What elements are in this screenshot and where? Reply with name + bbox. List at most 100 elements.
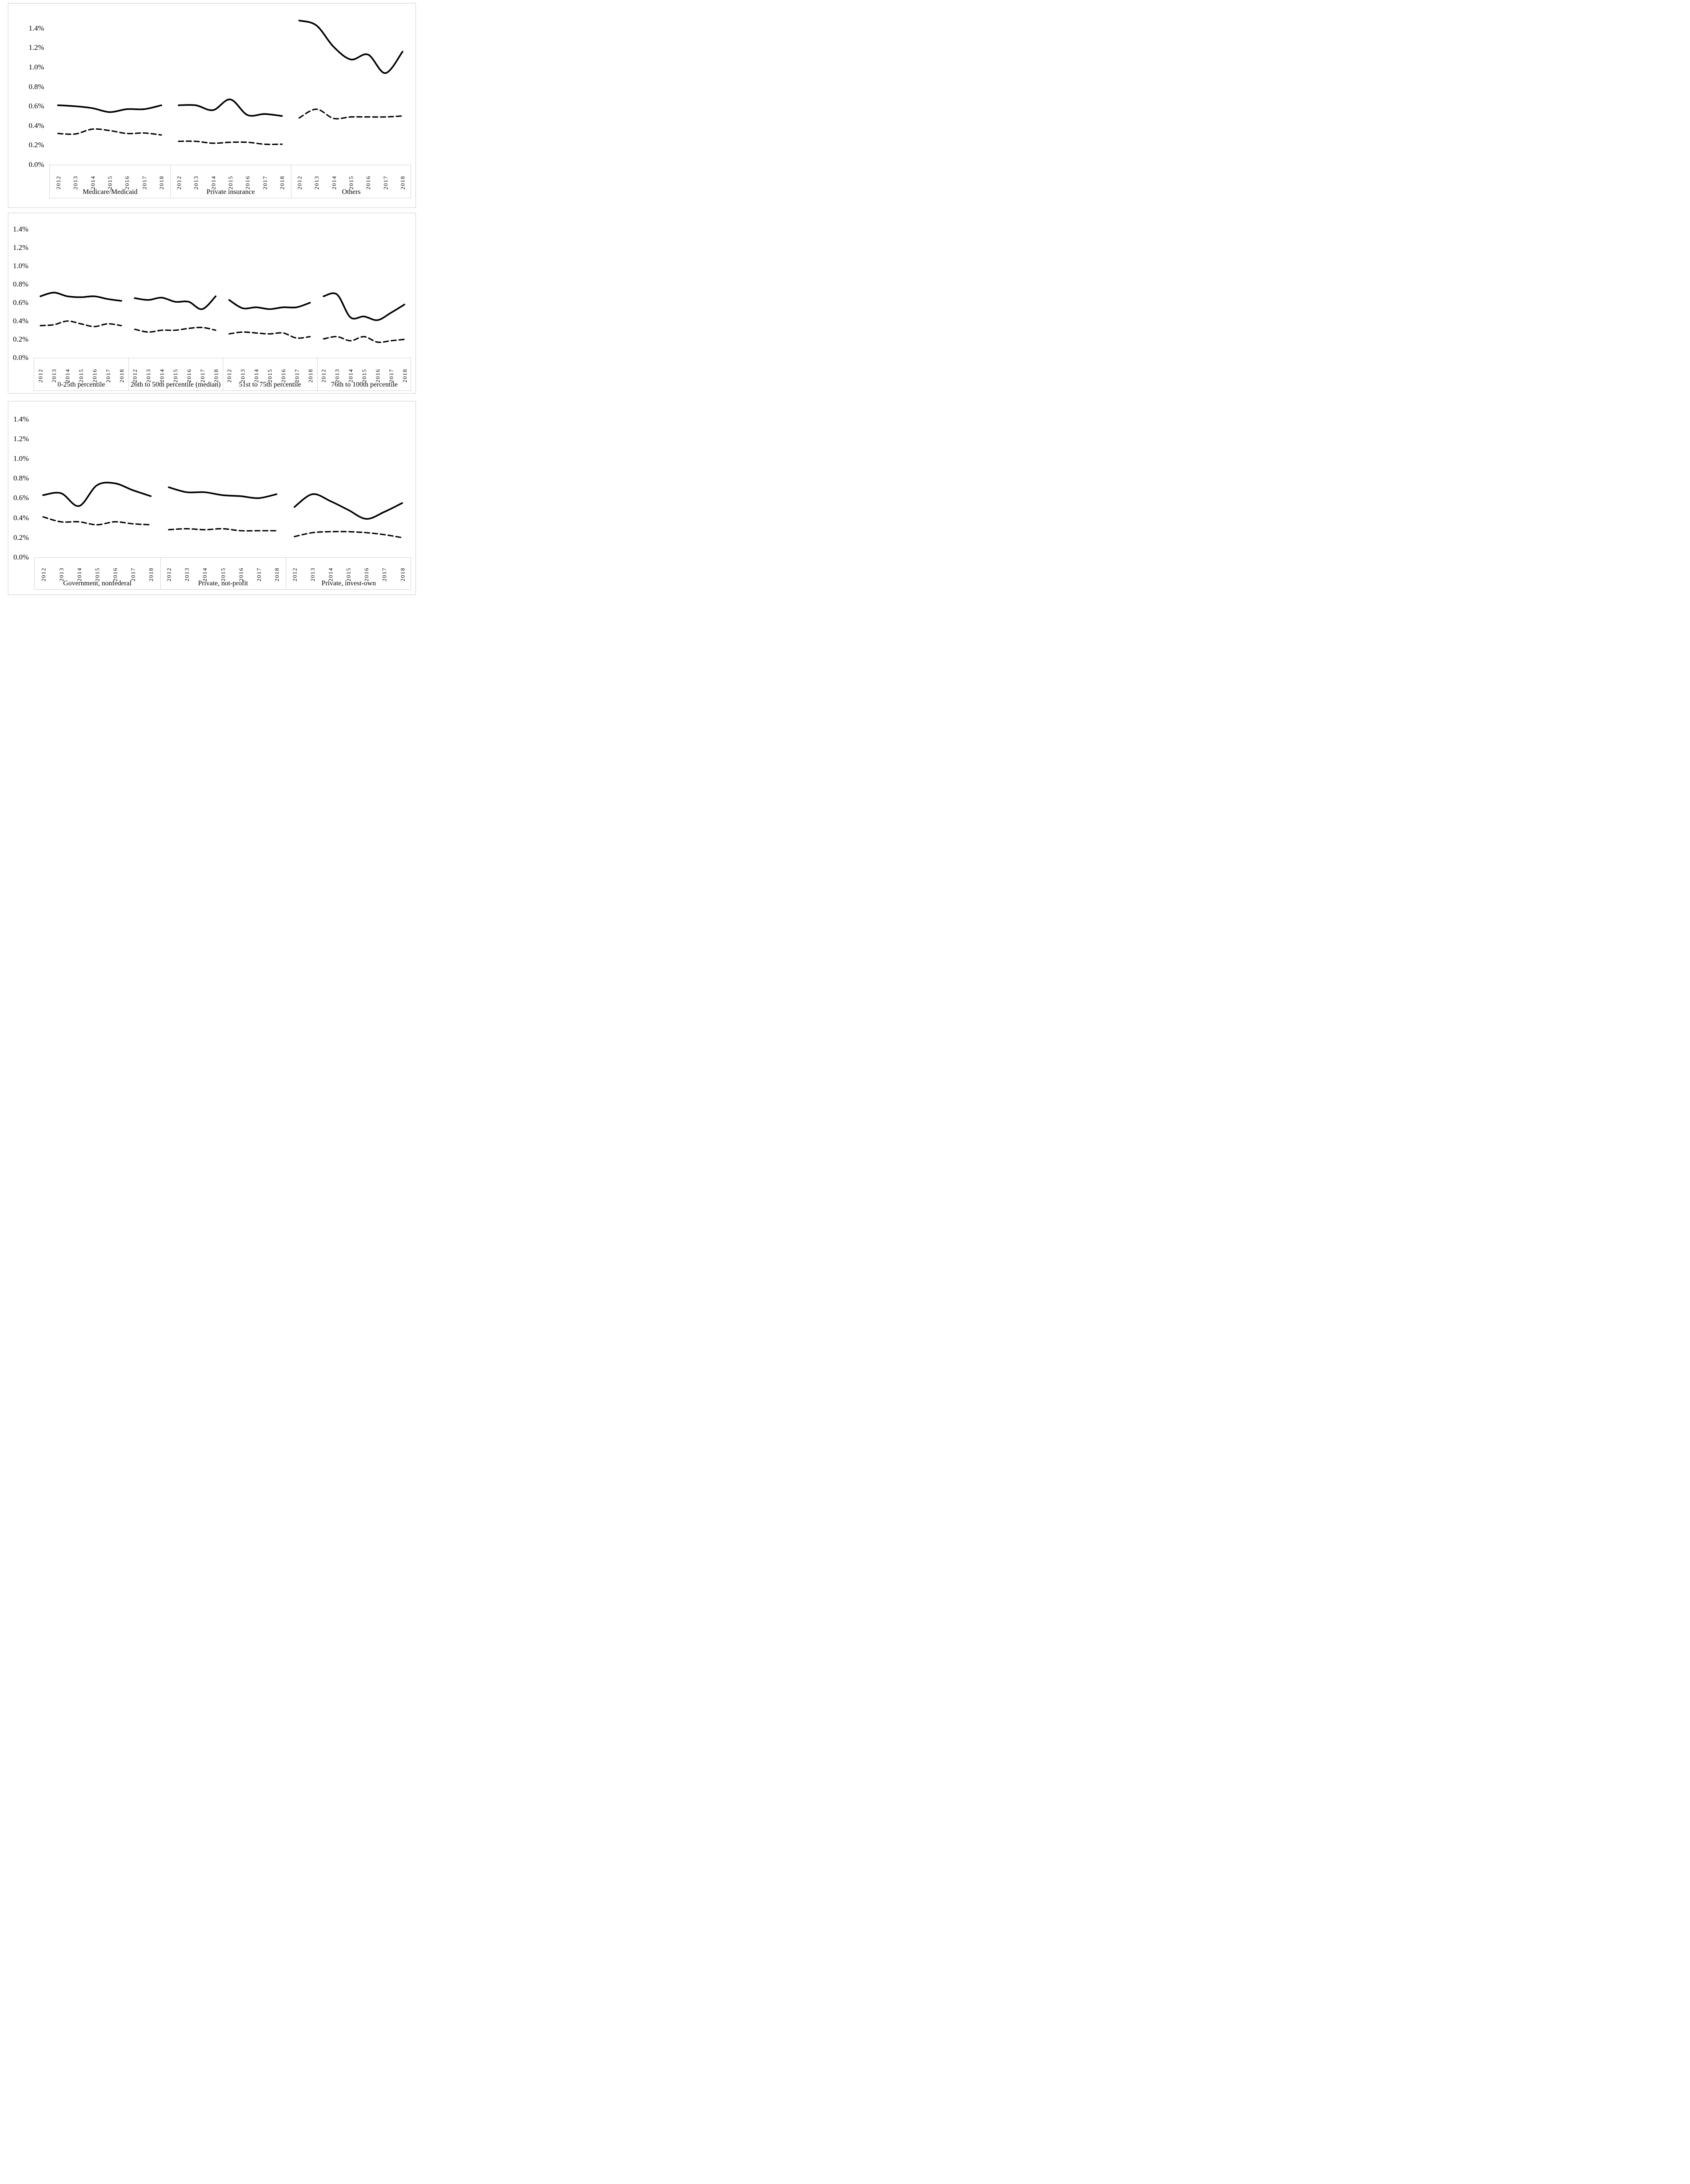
y-axis-tick-label: 0.6%: [28, 102, 44, 111]
year-tick-label: 2015: [78, 369, 84, 383]
year-tick-label: 2012: [320, 369, 327, 383]
category-axis-box: 2012 2013 2014 2015 2016 2017 2018 Government, …: [34, 557, 411, 590]
y-axis-tick-label: 1.2%: [13, 243, 28, 252]
year-tick-label: 2012: [296, 176, 303, 190]
y-axis-tick-label: 0.0%: [28, 160, 44, 169]
year-tick-label: 2014: [201, 567, 208, 581]
group-label: 76th to 100th percentile: [331, 381, 398, 388]
year-tick-label: 2015: [267, 369, 273, 383]
solid-trend-line: [168, 486, 277, 499]
year-tick-label: 2015: [94, 567, 100, 581]
year-tick-label: 2013: [184, 567, 190, 581]
year-tick-label: 2013: [193, 176, 200, 190]
group-label: Private insurance: [206, 188, 255, 196]
year-tick-label: 2012: [132, 369, 139, 383]
group-label: Government, nonfederal: [63, 580, 132, 587]
group-separator-line: [317, 358, 318, 390]
y-axis-tick-label: 0.2%: [13, 335, 28, 343]
year-tick-label: 2018: [279, 176, 286, 190]
group-label: Private, not-profit: [198, 580, 248, 587]
solid-trend-line: [42, 481, 152, 507]
year-tick-label: 2014: [76, 567, 83, 581]
y-axis-tick-label: 0.4%: [13, 513, 29, 522]
year-tick-label: 2017: [388, 369, 395, 383]
year-tick-label: 2017: [199, 369, 206, 383]
year-tick-label: 2015: [348, 176, 354, 190]
year-tick-label: 2017: [141, 176, 148, 190]
year-tick-label: 2018: [399, 176, 406, 190]
year-tick-label: 2014: [327, 567, 334, 581]
group-separator-line: [128, 358, 129, 390]
solid-trend-line: [298, 20, 404, 74]
year-tick-label: 2014: [64, 369, 71, 383]
year-tick-label: 2012: [175, 176, 182, 190]
solid-trend-line: [39, 292, 122, 302]
y-axis-tick-label: 0.6%: [13, 298, 28, 307]
y-axis-tick-label: 0.2%: [28, 141, 44, 149]
year-tick-label: 2013: [145, 369, 152, 383]
year-tick-label: 2013: [58, 567, 65, 581]
year-tick-label: 2018: [273, 567, 280, 581]
panel-payer-mix-chart: 1.4% 1.2% 1.0% 0.8% 0.6% 0.4% 0.2% 0.0% 2012 2013…: [8, 3, 416, 208]
year-tick-label: 2016: [374, 369, 381, 383]
year-tick-label: 2012: [37, 369, 44, 383]
year-tick-label: 2016: [365, 176, 372, 190]
y-axis-tick-label: 1.4%: [28, 24, 44, 32]
dashed-trend-line: [298, 108, 403, 120]
dashed-trend-line: [134, 326, 217, 333]
solid-trend-line: [294, 493, 403, 520]
y-axis-tick-label: 1.0%: [13, 262, 28, 270]
year-tick-label: 2014: [253, 369, 260, 383]
y-axis-tick-label: 0.8%: [13, 280, 28, 288]
y-axis-tick-label: 1.2%: [28, 43, 44, 52]
year-tick-label: 2012: [55, 176, 62, 190]
year-tick-label: 2016: [363, 567, 370, 581]
group-label: Medicare/Medicaid: [83, 188, 138, 196]
year-tick-label: 2017: [261, 176, 268, 190]
year-tick-label: 2018: [148, 567, 155, 581]
year-tick-label: 2018: [401, 369, 408, 383]
year-tick-label: 2012: [166, 567, 173, 581]
year-tick-label: 2013: [239, 369, 246, 383]
year-tick-label: 2014: [347, 369, 354, 383]
year-tick-label: 2017: [381, 567, 388, 581]
year-tick-label: 2013: [72, 176, 79, 190]
year-tick-label: 2016: [111, 567, 118, 581]
dashed-trend-line: [42, 516, 152, 525]
year-tick-label: 2017: [382, 176, 389, 190]
year-tick-label: 2017: [104, 369, 111, 383]
year-tick-label: 2013: [313, 176, 320, 190]
dashed-trend-line: [57, 128, 162, 136]
category-axis-box: 2012 2013 2014 2015 2016 2017 2018 Medicare/Med…: [49, 165, 411, 198]
dashed-trend-line: [39, 320, 122, 328]
group-label: 0-25th percentile: [57, 381, 105, 388]
year-tick-label: 2016: [124, 176, 131, 190]
dashed-trend-line: [322, 336, 405, 343]
dashed-trend-line: [168, 528, 277, 532]
year-tick-label: 2012: [226, 369, 233, 383]
figure-page: 1.4% 1.2% 1.0% 0.8% 0.6% 0.4% 0.2% 0.0% 2012 2013…: [0, 0, 422, 599]
year-tick-label: 2018: [307, 369, 314, 383]
year-tick-label: 2018: [118, 369, 125, 383]
year-tick-label: 2012: [291, 567, 298, 581]
dashed-trend-line: [294, 531, 403, 539]
y-axis-tick-label: 0.4%: [28, 121, 44, 130]
year-tick-label: 2018: [212, 369, 219, 383]
year-tick-label: 2014: [159, 369, 166, 383]
dashed-trend-line: [228, 331, 311, 339]
year-tick-label: 2015: [345, 567, 352, 581]
solid-trend-line: [322, 292, 405, 321]
group-separator-line: [170, 165, 171, 198]
year-tick-label: 2015: [172, 369, 179, 383]
category-axis-box: 2012 2013 2014 2015 2016 2017 2018 0-25th perce…: [34, 358, 411, 391]
y-axis-tick-label: 0.0%: [13, 353, 28, 362]
y-axis-tick-label: 1.0%: [13, 454, 29, 463]
y-axis-tick-label: 0.2%: [13, 533, 29, 542]
year-tick-label: 2018: [158, 176, 165, 190]
group-label: 26th to 50th percentile (median): [130, 381, 221, 388]
line-plot-area: [39, 292, 405, 343]
year-tick-label: 2013: [334, 369, 341, 383]
solid-trend-line: [57, 104, 163, 113]
group-label: 51st to 75th percentile: [239, 381, 301, 388]
y-axis-tick-label: 0.8%: [28, 82, 44, 91]
